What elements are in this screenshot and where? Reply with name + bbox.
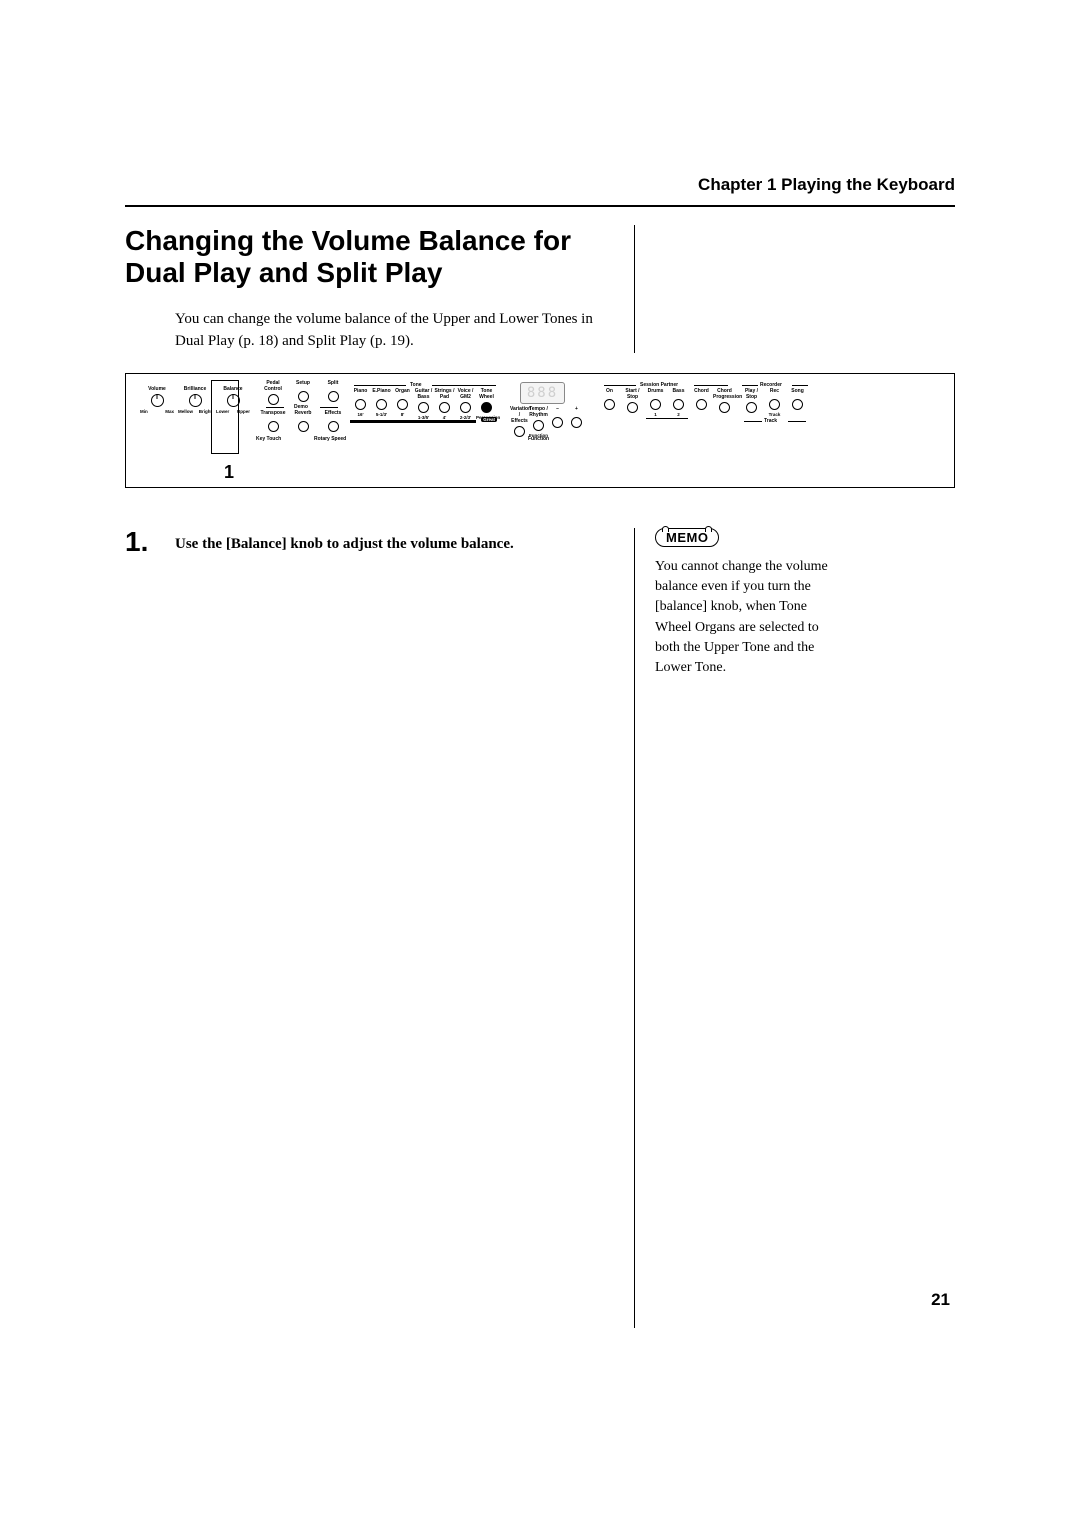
panel-caption: 1 xyxy=(224,462,948,483)
chapter-header: Chapter 1 Playing the Keyboard xyxy=(125,175,955,195)
panel-button xyxy=(418,402,429,413)
panel-button xyxy=(604,399,615,410)
panel-button xyxy=(650,399,661,410)
step-number: 1. xyxy=(125,528,175,556)
control-panel-figure: Volume MinMax Brilliance MellowBright Ba… xyxy=(125,373,955,488)
panel-button xyxy=(552,417,563,428)
panel-button xyxy=(268,421,279,432)
divider-top xyxy=(125,205,955,207)
panel-knob xyxy=(189,394,202,407)
panel-button xyxy=(514,426,525,437)
memo-text: You cannot change the volume balance eve… xyxy=(655,557,845,679)
step-text: Use the [Balance] knob to adjust the vol… xyxy=(175,528,514,553)
panel-button xyxy=(439,402,450,413)
panel-button xyxy=(298,391,309,402)
page-number: 21 xyxy=(931,1290,950,1310)
panel-button xyxy=(673,399,684,410)
panel-button xyxy=(746,402,757,413)
panel-button xyxy=(460,402,471,413)
panel-button xyxy=(627,402,638,413)
panel-button xyxy=(397,399,408,410)
panel-button xyxy=(268,394,279,405)
panel-button xyxy=(328,391,339,402)
panel-button xyxy=(696,399,707,410)
panel-knob xyxy=(227,394,240,407)
panel-button xyxy=(571,417,582,428)
section-title: Changing the Volume Balance for Dual Pla… xyxy=(125,225,614,289)
panel-button xyxy=(355,399,366,410)
panel-button xyxy=(719,402,730,413)
panel-button xyxy=(769,399,780,410)
panel-button xyxy=(376,399,387,410)
panel-button xyxy=(328,421,339,432)
intro-text: You can change the volume balance of the… xyxy=(175,309,614,353)
panel-button xyxy=(792,399,803,410)
panel-display: 888 xyxy=(520,382,565,404)
panel-button xyxy=(298,421,309,432)
panel-button xyxy=(533,420,544,431)
panel-button xyxy=(481,402,492,413)
memo-badge: MEMO xyxy=(655,528,719,547)
panel-knob xyxy=(151,394,164,407)
